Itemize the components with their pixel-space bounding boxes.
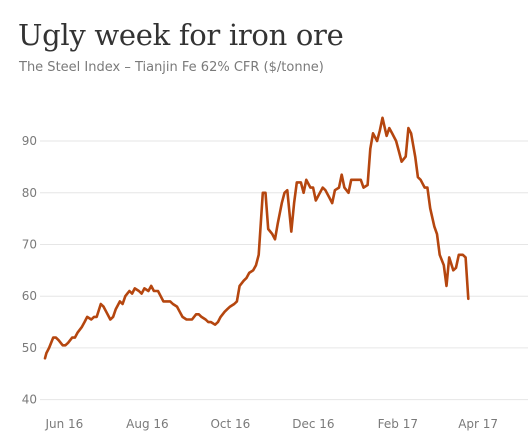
x-tick-label: Jun 16 bbox=[44, 417, 83, 431]
y-tick-label: 50 bbox=[22, 341, 37, 355]
chart-title: Ugly week for iron ore bbox=[18, 18, 344, 52]
x-tick-label: Dec 16 bbox=[292, 417, 334, 431]
series-layer bbox=[43, 116, 470, 360]
series-line bbox=[43, 116, 470, 360]
y-tick-label: 40 bbox=[22, 393, 37, 407]
y-tick-label: 90 bbox=[22, 134, 37, 148]
x-tick-label: Apr 17 bbox=[458, 417, 498, 431]
y-tick-label: 60 bbox=[22, 289, 37, 303]
y-tick-label: 70 bbox=[22, 237, 37, 251]
x-tick-label: Oct 16 bbox=[210, 417, 250, 431]
y-axis-ticks: 40 50 60 70 80 90 bbox=[22, 134, 37, 407]
chart-subtitle: The Steel Index – Tianjin Fe 62% CFR ($/… bbox=[19, 60, 324, 75]
x-axis-ticks: Jun 16 Aug 16 Oct 16 Dec 16 Feb 17 Apr 17 bbox=[44, 417, 498, 431]
y-tick-label: 80 bbox=[22, 186, 37, 200]
x-tick-label: Aug 16 bbox=[126, 417, 169, 431]
x-tick-label: Feb 17 bbox=[378, 417, 418, 431]
